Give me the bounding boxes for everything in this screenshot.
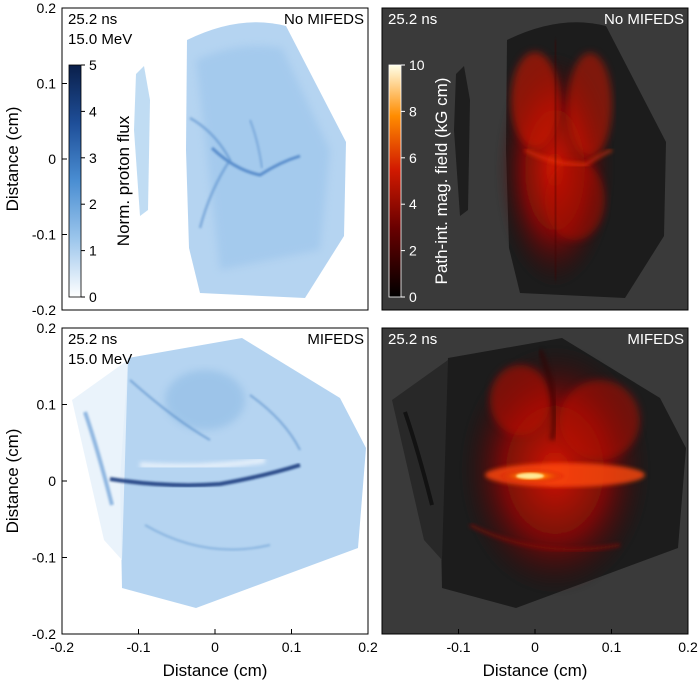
colorbar-proton-flux: 5 4 3 2 1 0 Norm. proton flux: [68, 57, 133, 305]
time-label: 25.2 ns: [68, 11, 117, 28]
colorbar-tick-label: 2: [89, 196, 97, 212]
y-tick-label: -0.2: [32, 626, 56, 642]
colorbar-tick-label: 3: [89, 150, 97, 166]
colorbar-gradient: [388, 64, 402, 298]
condition-label: No MIFEDS: [604, 11, 684, 28]
colorbar-tick-label: 4: [89, 103, 97, 119]
condition-label: No MIFEDS: [284, 11, 364, 28]
y-axis-label: Distance (cm): [3, 107, 22, 212]
condition-label: MIFEDS: [627, 331, 684, 348]
energy-label: 15.0 MeV: [68, 31, 132, 48]
y-axis-label: Distance (cm): [3, 429, 22, 534]
colorbar-tick-label: 5: [89, 57, 97, 73]
colorbar-tick-label: 8: [409, 103, 417, 119]
x-axis-label: Distance (cm): [163, 661, 268, 680]
x-axis-label: Distance (cm): [483, 661, 588, 680]
colorbar-tick-label: 10: [409, 57, 425, 73]
magnetic-field-image: [454, 22, 666, 299]
proton-flux-image: [134, 22, 346, 299]
time-label: 25.2 ns: [68, 331, 117, 348]
magnetic-field-image: [392, 338, 686, 608]
panel-top-left: 25.2 ns 15.0 MeV No MIFEDS 5 4 3 2 1 0 Norm. …: [3, 0, 369, 318]
energy-label: 15.0 MeV: [68, 351, 132, 368]
y-tick-label: -0.2: [32, 302, 56, 318]
colorbar-tick-label: 1: [89, 243, 97, 259]
panel-frame: [381, 7, 689, 311]
panel-top-right: 25.2 ns No MIFEDS 10 8 6 4 2 0 Path-int. mag.…: [381, 7, 689, 311]
panel-bottom-left: 25.2 ns 15.0 MeV MIFEDS 0.20.10-0.1-0.2 …: [3, 320, 378, 680]
y-tick-label: 0.2: [37, 320, 57, 336]
x-tick-label: 0.2: [358, 639, 378, 655]
colorbar-tick-label: 0: [89, 289, 97, 305]
y-tick-label: 0: [48, 473, 56, 489]
condition-label: MIFEDS: [307, 331, 364, 348]
y-tick-label: 0.1: [37, 76, 57, 92]
panel-bottom-right: 25.2 ns MIFEDS -0.1 0 0.1 0.2 Distance (cm): [381, 327, 698, 680]
x-tick-label: -0.2: [50, 639, 74, 655]
x-tick-label: 0.2: [678, 639, 698, 655]
colorbar-gradient: [68, 64, 82, 298]
x-tick-label: 0: [211, 639, 219, 655]
colorbar-label: Path-int. mag. field (kG cm): [432, 78, 451, 285]
x-tick-label: -0.1: [126, 639, 150, 655]
x-tick-label: -0.1: [446, 639, 470, 655]
colorbar-tick-label: 0: [409, 289, 417, 305]
x-tick-label: 0.1: [282, 639, 302, 655]
time-label: 25.2 ns: [388, 331, 437, 348]
colorbar-tick-label: 6: [409, 150, 417, 166]
y-tick-label: 0: [48, 151, 56, 167]
colorbar-label: Norm. proton flux: [114, 115, 133, 246]
time-label: 25.2 ns: [388, 11, 437, 28]
colorbar-tick-label: 2: [409, 243, 417, 259]
colorbar-magnetic-field: 10 8 6 4 2 0 Path-int. mag. field (kG cm): [388, 57, 451, 305]
y-tick-label: -0.1: [32, 550, 56, 566]
x-tick-label: 0: [531, 639, 539, 655]
proton-flux-image: [72, 338, 366, 608]
y-tick-label: 0.2: [37, 0, 57, 16]
y-tick-label: -0.1: [32, 227, 56, 243]
colorbar-tick-label: 4: [409, 196, 417, 212]
y-tick-label: 0.1: [37, 397, 57, 413]
x-tick-label: 0.1: [602, 639, 622, 655]
